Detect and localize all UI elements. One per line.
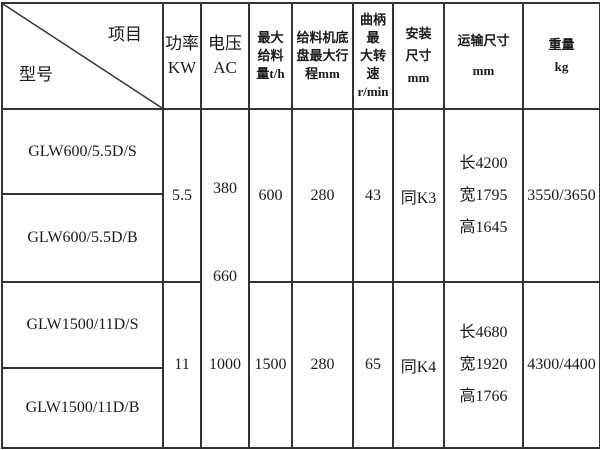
voltage-value: 660	[213, 268, 237, 285]
voltage-value: 1000	[209, 356, 241, 373]
header-power: 功率 KW	[162, 2, 202, 110]
header-install-size: 安装 尺寸 mm	[392, 2, 445, 110]
transport-size-cell: 长4680 宽1920 高1766	[443, 281, 524, 449]
power-cell: 11	[162, 281, 202, 449]
transport-length: 长4680	[459, 324, 508, 341]
crank-speed-cell: 65	[352, 281, 394, 449]
table-row: GLW1500/11D/S 11 1500 280 65 同K4 长4680 宽…	[1, 281, 600, 449]
model-cell: GLW600/5.5D/B	[1, 193, 164, 283]
power-cell: 5.5	[162, 108, 202, 283]
max-stroke-cell: 280	[291, 108, 354, 283]
diagonal-line	[3, 4, 162, 108]
header-crank-speed: 曲柄最 大转速 r/min	[352, 2, 394, 110]
header-item-label: 项目	[108, 25, 142, 44]
model-cell: GLW1500/11D/B	[1, 367, 164, 449]
table-row: GLW600/5.5D/B	[1, 193, 600, 283]
model-cell: GLW1500/11D/S	[1, 281, 164, 369]
header-max-stroke: 给料机底 盘最大行 程mm	[291, 2, 354, 110]
voltage-cell: 380 660 1000	[200, 108, 250, 449]
header-weight: 重量 kg	[522, 2, 600, 110]
max-feed-cell: 600	[248, 108, 293, 283]
header-model-label: 型号	[19, 65, 53, 84]
transport-width: 宽1795	[459, 186, 508, 204]
install-size-cell: 同K3	[392, 108, 445, 283]
max-stroke-cell: 280	[291, 281, 354, 449]
header-voltage: 电压 AC	[200, 2, 250, 110]
weight-cell: 4300/4400	[522, 281, 600, 449]
header-row: 项目 型号 功率 KW 电压 AC 最大 给料 量t/h 给料机底 盘最大行 程…	[1, 2, 600, 110]
transport-height: 高1645	[459, 218, 508, 236]
transport-length: 长4200	[459, 154, 508, 172]
table-row: GLW600/5.5D/S 5.5 380 660 1000 600 280 4…	[1, 108, 600, 449]
weight-cell: 3550/3650	[522, 108, 600, 283]
table-row: GLW1500/11D/B	[1, 367, 600, 449]
transport-height: 高1766	[459, 388, 508, 405]
transport-size-cell: 长4200 宽1795 高1645	[443, 108, 524, 283]
model-cell: GLW600/5.5D/S	[1, 108, 164, 195]
install-size-cell: 同K4	[392, 281, 445, 449]
header-max-feed: 最大 给料 量t/h	[248, 2, 293, 110]
voltage-value: 380	[213, 180, 237, 197]
transport-width: 宽1920	[459, 356, 508, 373]
header-transport-size: 运输尺寸 mm	[443, 2, 524, 110]
header-diagonal-cell: 项目 型号	[1, 2, 164, 110]
max-feed-cell: 1500	[248, 281, 293, 449]
crank-speed-cell: 43	[352, 108, 394, 283]
